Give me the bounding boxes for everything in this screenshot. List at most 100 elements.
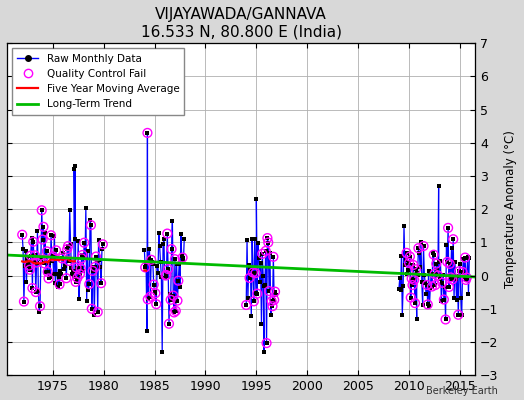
Point [42, 269, 50, 275]
Point [395, 286, 403, 292]
Point [258, 251, 267, 257]
Point [446, 274, 455, 281]
Point [89, 268, 97, 274]
Point [77, 265, 85, 272]
Point [167, 246, 176, 252]
Point [443, 259, 452, 265]
Point [56, 268, 64, 274]
Point [24, 260, 32, 266]
Point [446, 274, 455, 281]
Point [268, 303, 277, 309]
Point [461, 254, 470, 261]
Point [178, 254, 187, 261]
Point [156, 259, 165, 265]
Point [411, 300, 419, 306]
Point [411, 300, 419, 306]
Point [28, 285, 37, 291]
Point [458, 269, 467, 275]
Point [242, 302, 250, 308]
Point [150, 289, 159, 295]
Point [85, 281, 93, 288]
Point [253, 290, 261, 297]
Point [412, 316, 421, 322]
Point [171, 308, 180, 314]
Point [170, 309, 178, 316]
Point [430, 271, 439, 277]
Point [173, 297, 182, 304]
Point [434, 258, 443, 265]
Point [89, 264, 97, 270]
Point [170, 309, 178, 316]
Point [145, 255, 153, 262]
Point [408, 282, 417, 288]
Point [454, 312, 463, 318]
Point [442, 242, 451, 248]
Point [245, 275, 254, 281]
Point [270, 297, 278, 303]
Point [45, 259, 53, 266]
Point [140, 247, 149, 254]
Point [94, 237, 103, 243]
Point [54, 274, 63, 280]
Point [456, 261, 464, 267]
Point [249, 298, 258, 304]
Point [421, 279, 429, 286]
Point [31, 252, 39, 258]
Point [43, 269, 52, 275]
Point [414, 245, 423, 251]
Point [38, 207, 46, 214]
Point [27, 234, 36, 241]
Point [445, 284, 453, 290]
Point [77, 265, 85, 272]
Point [78, 252, 86, 258]
Point [64, 243, 72, 249]
Point [267, 312, 275, 318]
Point [410, 277, 418, 283]
Point [428, 283, 436, 290]
Point [48, 258, 56, 264]
Point [400, 223, 408, 229]
Point [178, 253, 186, 259]
Point [73, 275, 82, 281]
Point [152, 301, 160, 307]
Point [31, 252, 39, 258]
Point [430, 271, 439, 277]
Point [407, 294, 415, 301]
Point [434, 272, 442, 279]
Point [422, 291, 430, 297]
Point [66, 207, 74, 213]
Point [41, 230, 49, 236]
Point [30, 257, 38, 264]
Point [408, 282, 417, 288]
Point [31, 289, 40, 295]
Point [399, 282, 407, 289]
Point [428, 283, 436, 290]
Point [141, 264, 149, 271]
Point [59, 249, 67, 256]
Point [154, 270, 162, 277]
Point [67, 241, 75, 248]
Point [257, 321, 266, 327]
Point [426, 284, 434, 291]
Point [142, 260, 150, 267]
Point [264, 239, 272, 246]
Point [26, 266, 34, 273]
Point [82, 205, 90, 212]
Point [144, 296, 152, 302]
Point [161, 272, 170, 279]
Point [165, 320, 173, 327]
Point [70, 166, 78, 173]
Point [169, 292, 178, 299]
Point [167, 296, 175, 303]
Point [18, 232, 26, 238]
Point [93, 258, 101, 264]
Point [67, 265, 75, 272]
Point [147, 256, 155, 263]
Point [64, 243, 72, 249]
Point [412, 266, 420, 272]
Point [439, 272, 447, 278]
Point [61, 256, 70, 262]
Point [20, 263, 29, 269]
Point [161, 272, 170, 279]
Point [38, 236, 47, 243]
